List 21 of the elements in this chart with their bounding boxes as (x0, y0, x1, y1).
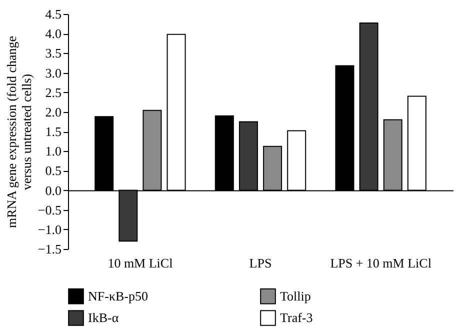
y-tick-label: −1.5 (38, 242, 62, 256)
y-tick-label: 0.5 (45, 163, 62, 178)
y-tick-label: −0.5 (38, 202, 62, 218)
legend-label: Tollip (280, 288, 311, 304)
y-tick-label: 0.0 (45, 182, 62, 198)
y-tick-label: −1.0 (38, 222, 62, 237)
y-tick-label: 1.0 (45, 144, 62, 159)
x-tick-label: LPS + 10 mM LiCl (330, 256, 432, 270)
y-tick-label: 4.5 (45, 6, 62, 22)
y-axis-title: mRNA gene expression (fold change versus untreated cells) (4, 36, 34, 228)
y-tick-label: 2.5 (45, 84, 62, 100)
legend-label: IkB-α (88, 310, 119, 325)
y-tick-label: 2.0 (45, 104, 62, 120)
y-tick-label: 1.5 (45, 124, 62, 139)
x-tick-label: 10 mM LiCl (108, 256, 174, 270)
y-tick-label: 3.5 (45, 46, 62, 61)
legend-label: Traf-3 (280, 310, 313, 325)
legend-label: NF-κB-p50 (88, 288, 148, 304)
y-tick-label: 4.0 (45, 26, 62, 42)
y-tick-label: 3.0 (45, 65, 62, 80)
x-tick-label: LPS (249, 256, 272, 270)
